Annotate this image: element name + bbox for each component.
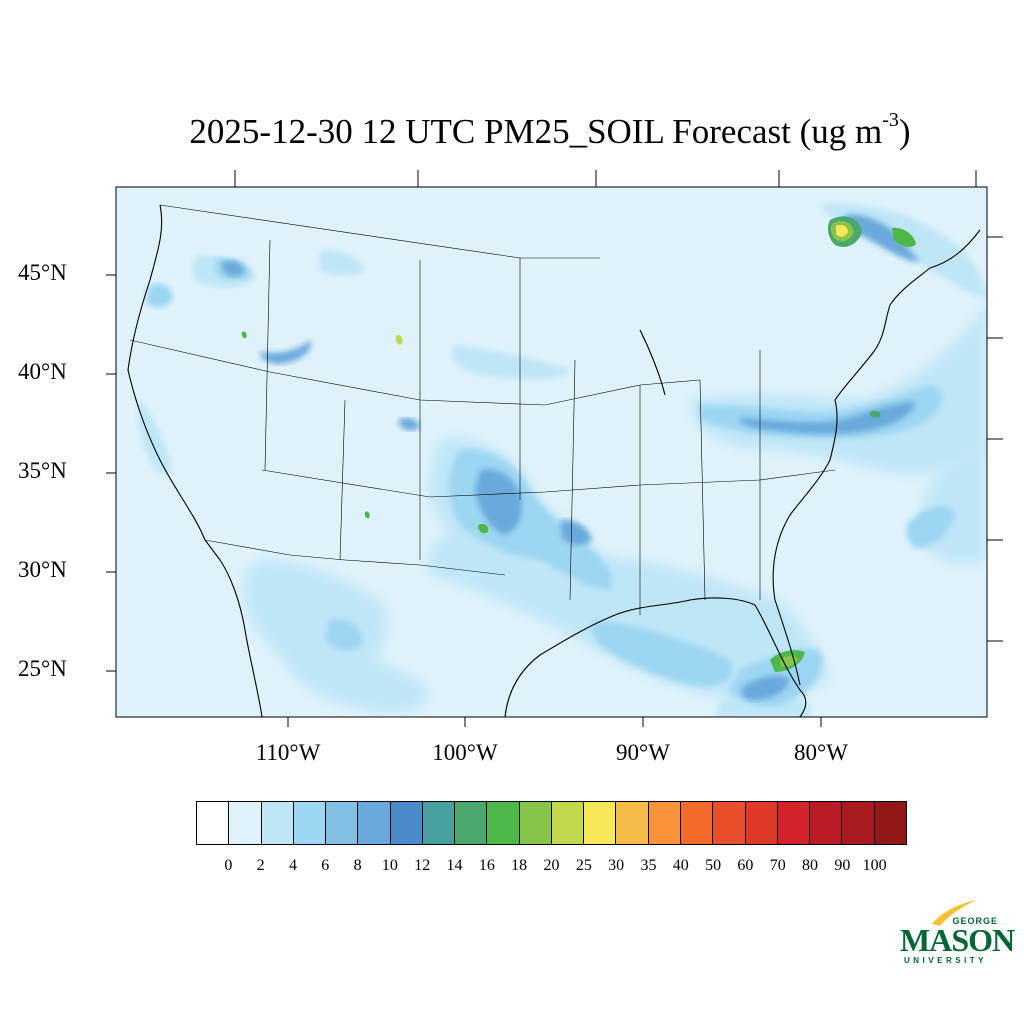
colorbar-tick-label: 0: [224, 857, 233, 874]
colorbar-tick-label: 60: [737, 857, 754, 874]
lon-label-90: 90°W: [616, 740, 670, 765]
colorbar-swatch: [261, 802, 294, 844]
colorbar-swatch: [680, 802, 714, 844]
colorbar-tick-label: 6: [321, 857, 330, 874]
lat-label-25: 25°N: [18, 656, 67, 681]
pm-level-8-10: [222, 214, 920, 701]
logo-line2: MASON: [900, 922, 1015, 958]
colorbar-tick-label: 8: [353, 857, 362, 874]
colorbar-swatch: [584, 802, 617, 844]
colorbar-swatch: [358, 802, 391, 844]
map-title: 2025-12-30 12 UTC PM25_SOIL Forecast (ug…: [0, 109, 1024, 152]
colorbar-tick-label: 18: [511, 857, 528, 874]
title-text: 2025-12-30 12 UTC PM25_SOIL Forecast (ug…: [189, 112, 883, 151]
axis-ticks: [106, 170, 1003, 727]
colorbar-tick-label: 90: [834, 857, 851, 874]
colorbar-swatch: [616, 802, 649, 844]
colorbar-tick-label: 4: [288, 857, 297, 874]
colorbar-swatch: [551, 802, 585, 844]
lon-label-110: 110°W: [255, 740, 321, 765]
colorbar-swatch: [229, 802, 262, 844]
colorbar-tick-label: 14: [446, 857, 463, 874]
logo-swoosh-icon: [932, 900, 976, 926]
colorbar-tick-label: 10: [381, 857, 398, 874]
colorbar-swatch: [777, 802, 811, 844]
lat-label-35: 35°N: [18, 458, 67, 483]
lon-label-80: 80°W: [794, 740, 848, 765]
colorbar-swatch: [810, 802, 843, 844]
title-superscript: -3: [882, 109, 899, 132]
lat-label-30: 30°N: [18, 557, 67, 582]
logo-line3: UNIVERSITY: [904, 956, 988, 965]
colorbar-swatch: [455, 802, 488, 844]
pm-level-high: [241, 216, 916, 672]
map-frame: [115, 186, 988, 718]
coastlines: [127, 204, 981, 717]
colorbar-swatch: [874, 802, 906, 844]
map-field: [116, 187, 987, 717]
lon-label-100: 100°W: [432, 740, 498, 765]
title-close: ): [898, 112, 911, 151]
lat-label-40: 40°N: [18, 359, 67, 384]
colorbar-swatch: [326, 802, 359, 844]
colorbar-swatch: [519, 802, 552, 844]
colorbar-tick-label: 2: [256, 857, 265, 874]
colorbar-tick-label: 80: [802, 857, 819, 874]
colorbar-tick-label: 35: [640, 857, 657, 874]
logo-line1: GEORGE: [952, 916, 998, 926]
colorbar-tick-label: 20: [543, 857, 560, 874]
colorbar-tick-label: 40: [672, 857, 689, 874]
state-borders: [129, 204, 836, 615]
colorbar-tick-label: 70: [769, 857, 786, 874]
colorbar-swatch: [197, 802, 230, 844]
colorbar-swatch: [648, 802, 681, 844]
colorbar: [196, 801, 907, 845]
colorbar-tick-label: 12: [414, 857, 431, 874]
colorbar-swatch: [293, 802, 327, 844]
colorbar-tick-label: 50: [705, 857, 722, 874]
colorbar-swatch: [422, 802, 456, 844]
colorbar-swatch: [745, 802, 778, 844]
colorbar-swatch: [487, 802, 520, 844]
colorbar-tick-label: 100: [862, 857, 887, 874]
colorbar-tick-label: 25: [575, 857, 592, 874]
colorbar-swatch: [842, 802, 875, 844]
lat-label-45: 45°N: [18, 260, 67, 285]
colorbar-tick-label: 16: [478, 857, 495, 874]
colorbar-swatch: [713, 802, 746, 844]
colorbar-tick-label: 30: [608, 857, 625, 874]
colorbar-swatch: [390, 802, 423, 844]
gmu-logo: GEORGE MASON UNIVERSITY: [898, 896, 1015, 968]
